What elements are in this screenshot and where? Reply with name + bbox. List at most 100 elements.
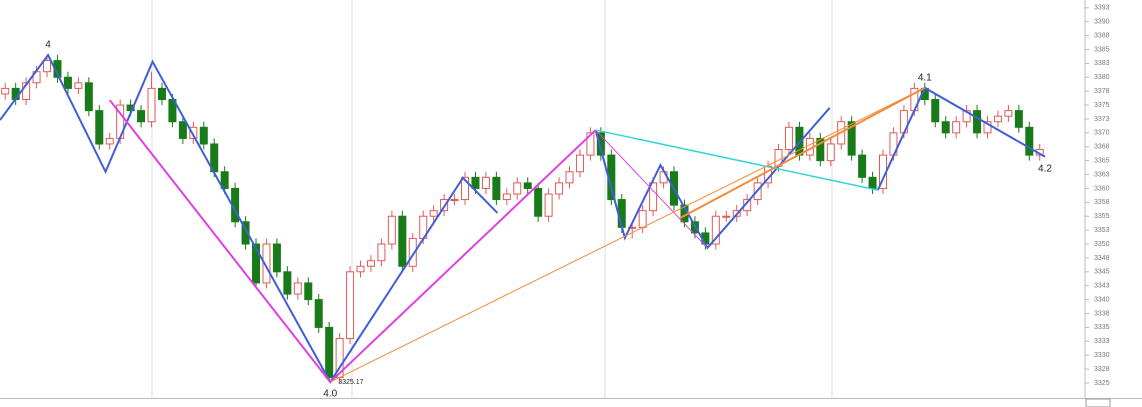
zigzag-line — [329, 87, 926, 383]
candle-body — [262, 243, 271, 284]
candle-body — [1025, 126, 1034, 156]
candle-body — [450, 199, 459, 202]
candle-body — [84, 82, 93, 112]
candle-body — [157, 87, 166, 101]
candle-body — [105, 137, 114, 145]
y-tick-label: 3378 — [1094, 88, 1110, 95]
candle-body — [586, 132, 595, 156]
candle-body — [429, 210, 438, 217]
candle-body — [983, 121, 992, 134]
zigzag-line — [595, 129, 708, 249]
candle-body — [241, 221, 250, 245]
y-tick-label: 3373 — [1094, 116, 1110, 123]
candle-body — [22, 82, 31, 100]
candle-body — [1014, 110, 1023, 128]
corner-box[interactable] — [1085, 398, 1111, 407]
y-tick-label: 3380 — [1094, 74, 1110, 81]
candle-body — [649, 182, 658, 212]
candle-body — [461, 176, 470, 201]
y-tick-label: 3338 — [1094, 310, 1110, 317]
candle-body — [147, 87, 156, 123]
candle-body — [952, 121, 961, 134]
candle-body — [941, 121, 950, 134]
annotation: 4.0 — [323, 389, 337, 400]
candle-body — [356, 265, 365, 273]
candle-body — [398, 215, 407, 267]
candle-body — [1, 87, 10, 95]
candle-body — [555, 182, 564, 195]
annotation: 4.2 — [1038, 163, 1052, 174]
candle-body — [304, 282, 313, 301]
y-tick-label: 3348 — [1094, 255, 1110, 262]
zigzag-line — [679, 86, 926, 219]
candle-body — [858, 154, 867, 178]
candle-body — [993, 115, 1002, 123]
candle-body — [178, 121, 187, 139]
candle-body — [377, 243, 386, 262]
y-tick-label: 3358 — [1094, 199, 1110, 206]
candle-body — [199, 126, 208, 145]
candle-body — [74, 82, 83, 89]
y-tick-label: 3355 — [1094, 213, 1110, 220]
candle-body — [868, 176, 877, 189]
y-tick-label: 3353 — [1094, 227, 1110, 234]
candle-body — [43, 60, 52, 73]
candle-body — [137, 110, 146, 123]
candle-body — [283, 271, 292, 295]
candle-body — [784, 126, 793, 151]
candle-body — [931, 99, 940, 123]
candle-body — [325, 326, 334, 378]
candle-body — [534, 187, 543, 217]
candle-body — [492, 176, 501, 201]
zigzag-line — [108, 99, 597, 384]
y-tick-label: 3345 — [1094, 269, 1110, 276]
y-tick-label: 3350 — [1094, 241, 1110, 248]
y-tick-label: 3363 — [1094, 171, 1110, 178]
candle-body — [314, 299, 323, 328]
y-tick-label: 3368 — [1094, 144, 1110, 151]
y-tick-label: 3333 — [1094, 338, 1110, 345]
y-tick-label: 3330 — [1094, 352, 1110, 359]
candle-body — [816, 137, 825, 162]
candle-body — [346, 271, 355, 340]
candle-body — [63, 76, 72, 89]
candle-body — [596, 132, 605, 156]
y-tick-label: 3340 — [1094, 296, 1110, 303]
candle-body — [408, 237, 417, 267]
y-tick-label: 3390 — [1094, 19, 1110, 26]
annotation: 3325.17 — [338, 379, 363, 386]
candle-body — [366, 260, 375, 267]
candle-body — [513, 182, 522, 195]
candle-body — [471, 176, 480, 189]
candle-body — [962, 110, 971, 123]
y-tick-label: 3360 — [1094, 185, 1110, 192]
candle-body — [544, 193, 553, 217]
candle-body — [711, 215, 720, 245]
candle-body — [1004, 110, 1013, 117]
candle-body — [638, 210, 647, 228]
y-tick-label: 3375 — [1094, 102, 1110, 109]
candle-body — [502, 193, 511, 201]
zigzag-line — [0, 53, 1046, 384]
candle-body — [95, 110, 104, 145]
candle-body — [847, 121, 856, 156]
y-tick-label: 3385 — [1094, 46, 1110, 53]
annotation: 4.1 — [918, 72, 932, 83]
candle-body — [826, 143, 835, 162]
candle-body — [481, 176, 490, 189]
candle-body — [387, 215, 396, 245]
y-tick-label: 3393 — [1094, 5, 1110, 12]
y-tick-label: 3383 — [1094, 60, 1110, 67]
candle-body — [973, 110, 982, 134]
candle-body — [565, 171, 574, 184]
candle-body — [272, 243, 281, 273]
candle-body — [189, 126, 198, 139]
candle-body — [575, 154, 584, 173]
y-tick-label: 3343 — [1094, 283, 1110, 290]
candle-body — [252, 243, 261, 284]
y-tick-label: 3370 — [1094, 130, 1110, 137]
y-tick-label: 3365 — [1094, 157, 1110, 164]
y-tick-label: 3325 — [1094, 380, 1110, 387]
